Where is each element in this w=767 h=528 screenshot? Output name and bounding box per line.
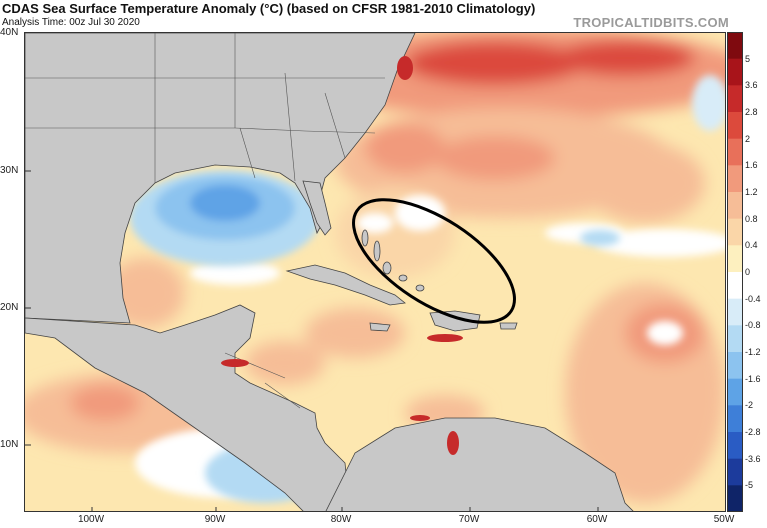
colorbar-cell — [727, 485, 743, 512]
colorbar-cell — [727, 272, 743, 300]
lat-label-40n: 40N — [0, 27, 19, 38]
colorbar-cell — [727, 405, 743, 433]
colorbar-cell — [727, 192, 743, 220]
analysis-time: Analysis Time: 00z Jul 30 2020 — [2, 17, 140, 28]
lon-label-60w: 60W — [586, 514, 608, 525]
colorbar-tick-label: -1.2 — [745, 347, 761, 357]
colorbar-cell — [727, 85, 743, 113]
colorbar — [727, 32, 743, 512]
lon-label-70w: 70W — [458, 514, 480, 525]
colorbar-cell — [727, 218, 743, 246]
colorbar-tick-label: 0 — [745, 267, 751, 277]
bahamas-island — [382, 261, 392, 275]
colorbar-tick-label: -0.8 — [745, 320, 761, 331]
bahamas-island — [361, 229, 369, 247]
colorbar-tick-label: -2.8 — [745, 427, 761, 437]
colorbar-tick-label: 1.6 — [745, 160, 758, 171]
colorbar-tick-label: -3.6 — [745, 453, 761, 464]
land-masses — [25, 33, 634, 511]
north-america-land — [25, 33, 416, 324]
colorbar-tick-label: 3.6 — [745, 80, 758, 91]
colorbar-cell — [727, 245, 743, 273]
colorbar-tick-label: 2.8 — [745, 107, 758, 117]
colorbar-cell — [727, 352, 743, 380]
colorbar-cell — [727, 112, 743, 140]
colorbar-tick-label: 2 — [745, 133, 751, 144]
cuba-land — [285, 264, 406, 306]
colorbar-cell — [727, 165, 743, 193]
colorbar-tick-label: -1.6 — [745, 373, 761, 384]
lat-label-20n: 20N — [0, 302, 19, 313]
colorbar-tick-label: 0.4 — [745, 240, 758, 251]
colorbar-tick-label: -2 — [745, 400, 754, 411]
coastal-warm-spots — [221, 56, 463, 455]
colorbar-cell — [727, 325, 743, 353]
lat-label-30n: 30N — [0, 165, 19, 176]
lat-label-10n: 10N — [0, 439, 19, 450]
lon-label-50w: 50W — [713, 514, 735, 525]
jamaica-land — [369, 322, 391, 332]
south-america-land — [325, 417, 634, 511]
colorbar-cell — [727, 32, 743, 60]
colorbar-tick-label: 0.8 — [745, 213, 758, 224]
colorbar-tick-label: 5 — [745, 53, 751, 64]
hispaniola-land — [429, 310, 481, 332]
grid-ticks — [25, 170, 599, 511]
political-borders — [25, 33, 385, 409]
colorbar-cell — [727, 378, 743, 406]
bahamas-island — [373, 240, 381, 262]
sst-anomaly-map — [24, 32, 726, 512]
mexico-central-america-land — [25, 304, 351, 511]
bahamas-island — [398, 274, 408, 282]
colorbar-tick-label: -5 — [745, 480, 754, 491]
colorbar-cell — [727, 458, 743, 486]
colorbar-tick-label: 1.2 — [745, 187, 758, 197]
puerto-rico-land — [499, 322, 518, 330]
florida-land — [302, 180, 332, 236]
colorbar-cell — [727, 432, 743, 460]
lon-label-90w: 90W — [204, 514, 226, 525]
lon-label-80w: 80W — [330, 514, 352, 525]
colorbar-tick-label: -0.4 — [745, 293, 761, 304]
colorbar-cell — [727, 58, 743, 86]
map-title: CDAS Sea Surface Temperature Anomaly (°C… — [2, 1, 536, 16]
brand-watermark: TROPICALTIDBITS.COM — [573, 15, 729, 30]
colorbar-cell — [727, 138, 743, 166]
lon-label-100w: 100W — [77, 514, 105, 525]
colorbar-cell — [727, 298, 743, 326]
bahamas-highlight-ellipse — [352, 198, 516, 324]
bahamas-island — [415, 284, 425, 292]
